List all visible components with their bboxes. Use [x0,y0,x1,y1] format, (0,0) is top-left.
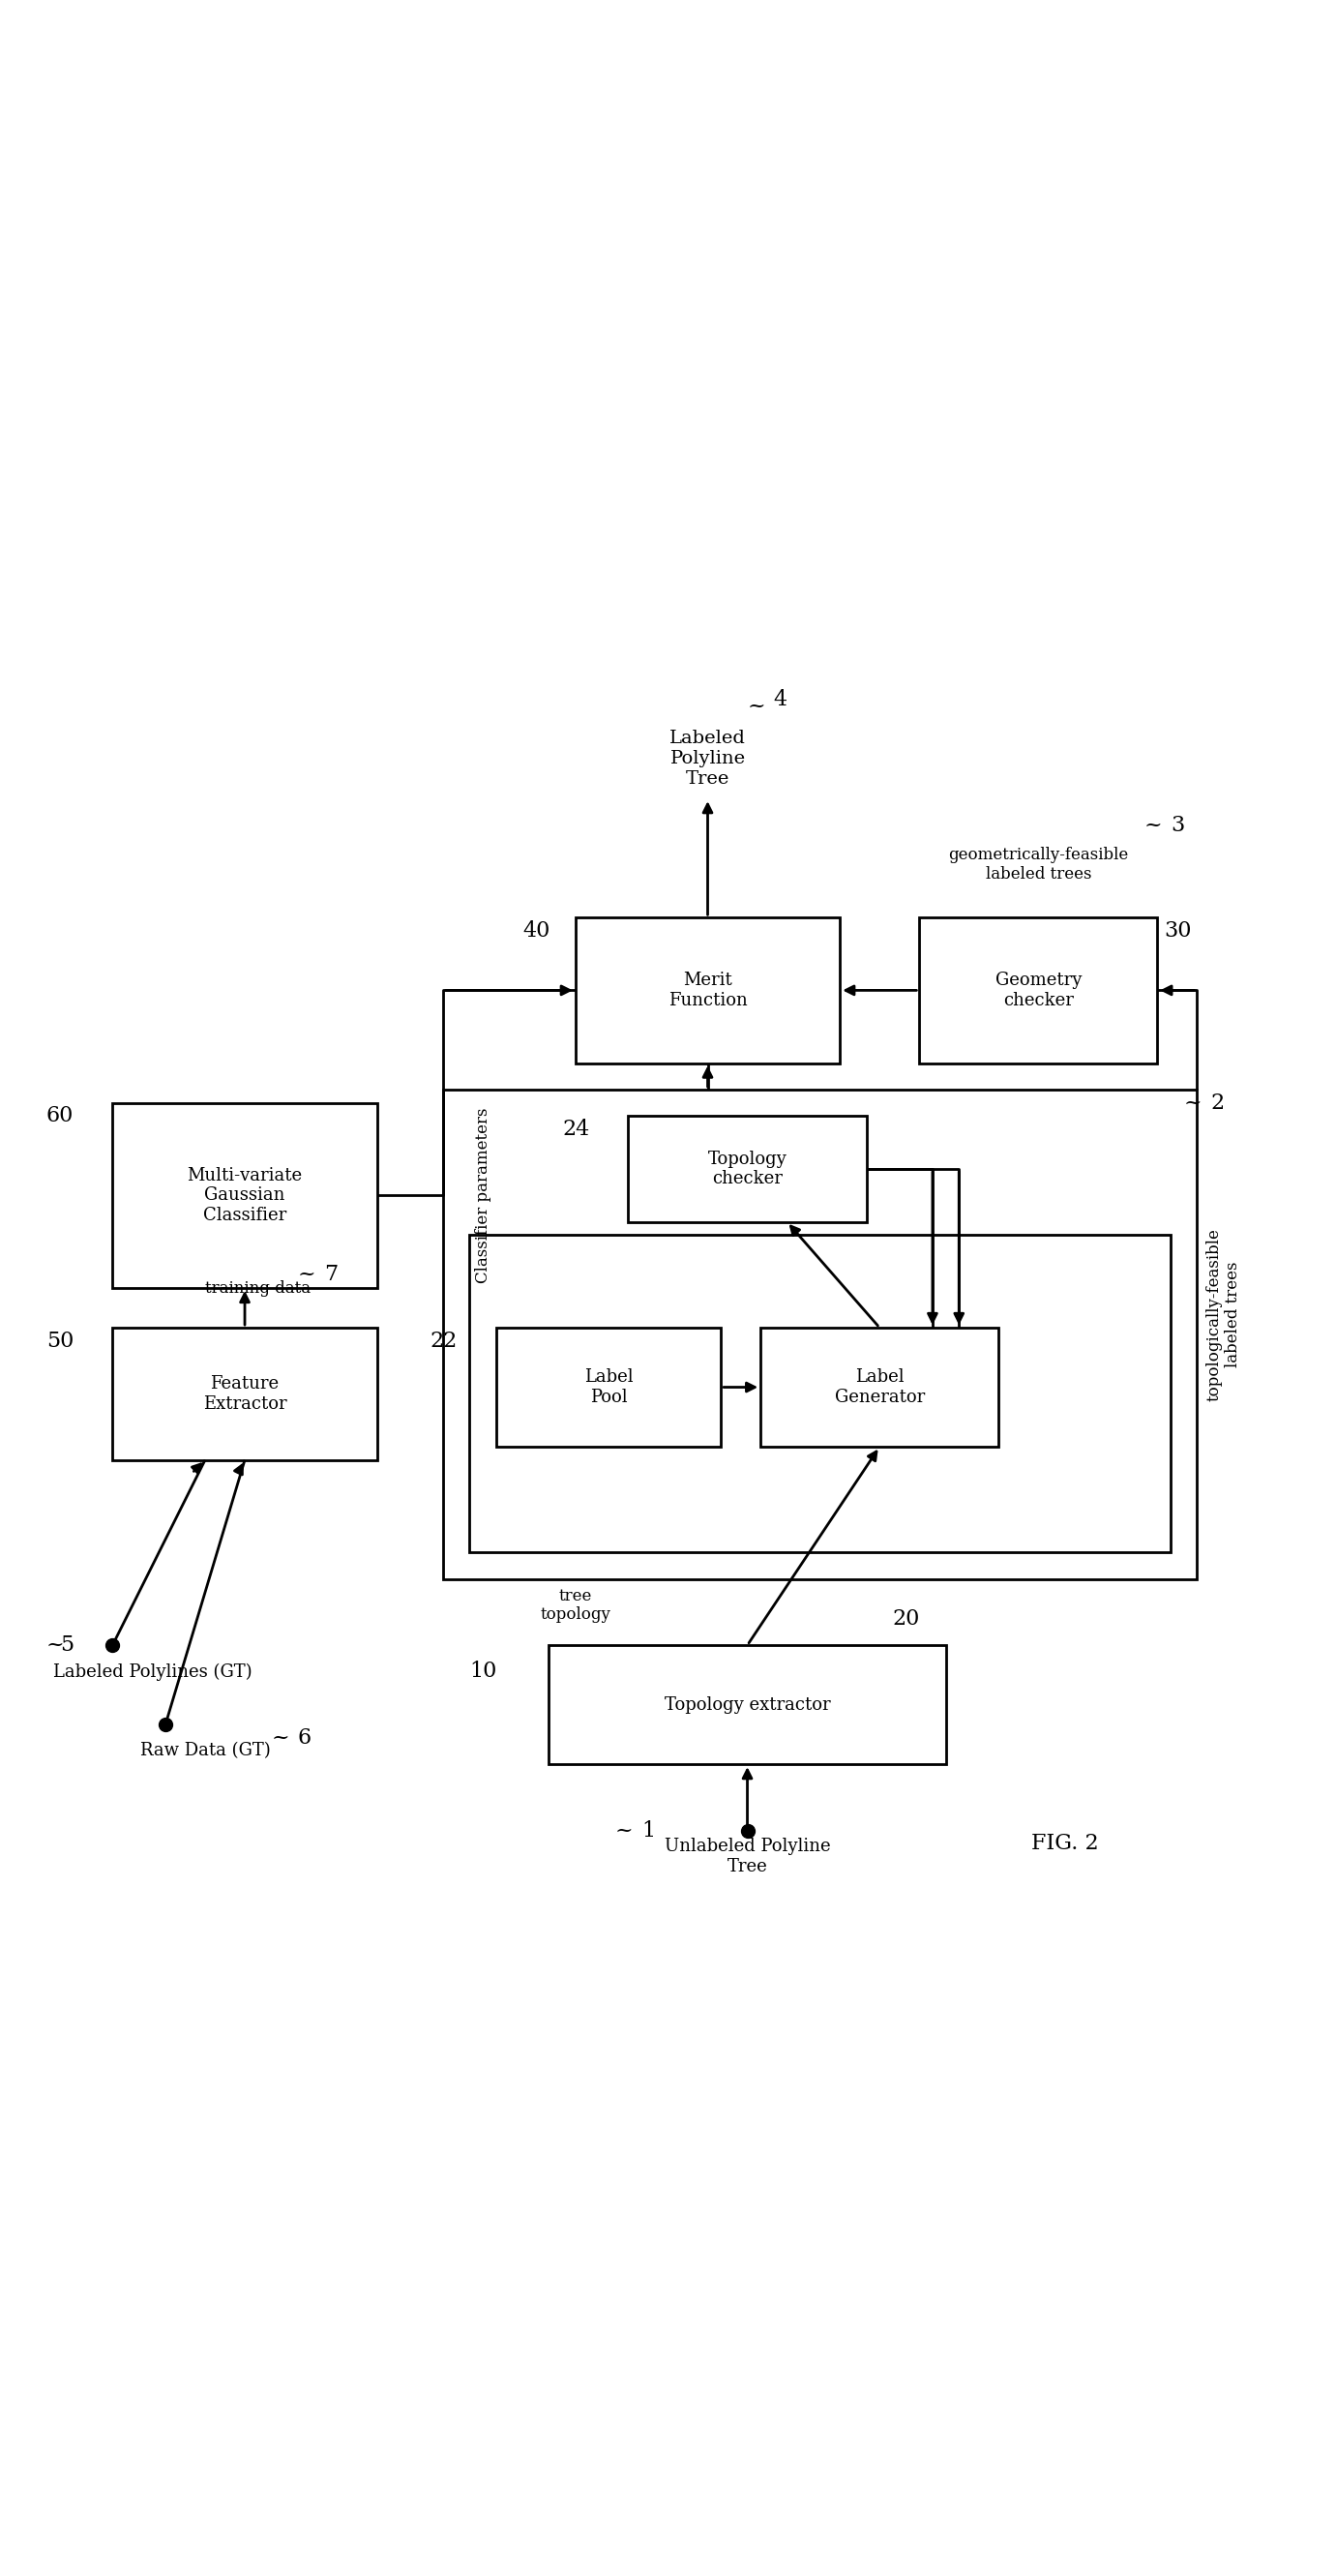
Text: ~: ~ [747,696,766,716]
Text: Feature
Extractor: Feature Extractor [203,1376,287,1412]
Text: ~: ~ [298,1265,315,1285]
Bar [470,1234,1170,1553]
Text: 10: 10 [470,1662,497,1682]
Text: FIG. 2: FIG. 2 [1031,1834,1098,1855]
Bar [549,1646,946,1765]
Bar [444,1090,1197,1579]
Bar [112,1103,377,1288]
Text: Unlabeled Polyline
Tree: Unlabeled Polyline Tree [664,1839,831,1875]
Text: ~: ~ [47,1636,64,1656]
Text: ~: ~ [615,1819,633,1842]
Text: topologically-feasible
labeled trees: topologically-feasible labeled trees [1206,1229,1241,1401]
Text: Merit
Function: Merit Function [668,971,747,1010]
Text: Label
Generator: Label Generator [835,1368,925,1406]
Bar [628,1115,866,1221]
Text: ~: ~ [1144,814,1162,835]
Text: Multi-variate
Gaussian
Classifier: Multi-variate Gaussian Classifier [187,1167,302,1224]
Text: 1: 1 [641,1819,655,1842]
Text: 20: 20 [892,1607,921,1631]
Text: 24: 24 [562,1118,589,1141]
Text: Topology extractor: Topology extractor [664,1695,831,1713]
Text: 3: 3 [1170,814,1184,835]
Text: 4: 4 [774,688,787,711]
Text: 6: 6 [298,1726,311,1749]
Bar [112,1327,377,1461]
Text: 22: 22 [430,1329,457,1352]
Text: ~: ~ [1184,1092,1202,1113]
Bar [496,1327,721,1448]
Text: Labeled
Polyline
Tree: Labeled Polyline Tree [669,729,745,788]
Text: Geometry
checker: Geometry checker [995,971,1082,1010]
Text: Raw Data (GT): Raw Data (GT) [140,1741,270,1759]
Text: 5: 5 [60,1636,73,1656]
Bar [576,917,840,1064]
Text: Classifier parameters: Classifier parameters [474,1108,492,1283]
Text: 50: 50 [47,1329,73,1352]
Text: 7: 7 [325,1265,338,1285]
Bar [919,917,1157,1064]
Text: training data: training data [206,1280,311,1296]
Text: Label
Pool: Label Pool [584,1368,633,1406]
Text: 60: 60 [47,1105,73,1126]
Text: tree
topology: tree topology [540,1587,611,1623]
Text: ~: ~ [271,1726,290,1749]
Text: 2: 2 [1210,1092,1224,1113]
Text: Topology
checker: Topology checker [708,1149,787,1188]
Text: 40: 40 [522,920,550,940]
Text: 30: 30 [1164,920,1192,940]
Text: geometrically-feasible
labeled trees: geometrically-feasible labeled trees [949,848,1129,884]
Bar [760,1327,998,1448]
Text: Labeled Polylines (GT): Labeled Polylines (GT) [52,1664,251,1680]
